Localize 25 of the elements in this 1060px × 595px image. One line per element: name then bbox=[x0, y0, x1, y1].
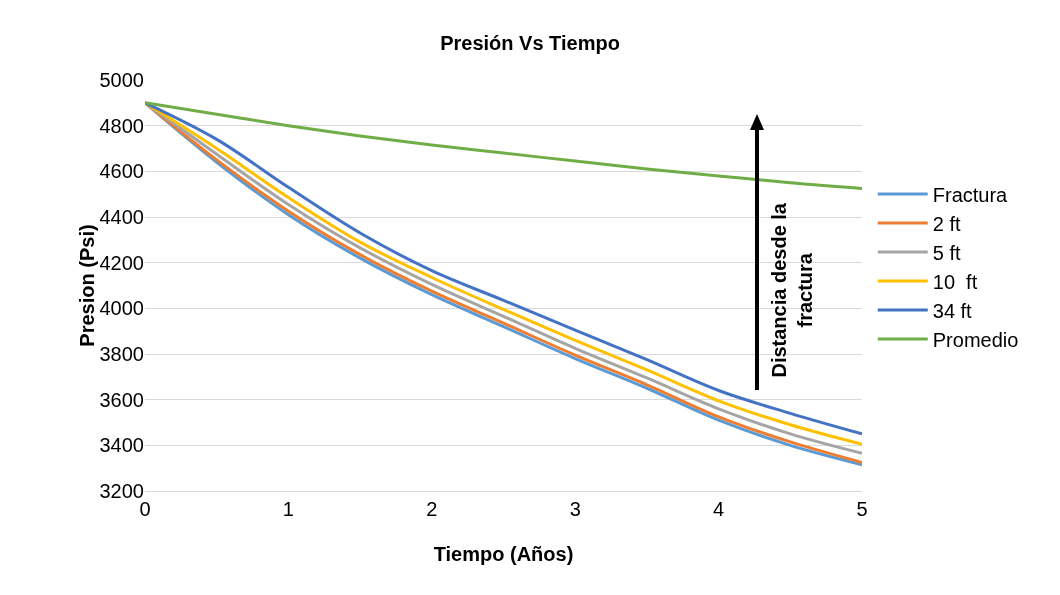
y-tick-label: 3800 bbox=[99, 343, 144, 365]
legend-label: Fractura bbox=[932, 183, 1009, 206]
y-tick-label: 3400 bbox=[99, 434, 144, 457]
x-tick-label: 2 bbox=[426, 498, 438, 520]
legend-label: 2 ft bbox=[932, 212, 961, 235]
annotation: Distancia desde la fractura bbox=[768, 202, 817, 378]
y-tick-label: 4600 bbox=[99, 160, 144, 183]
x-axis-title: Tiempo (Años) bbox=[433, 543, 574, 565]
y-tick-label: 4000 bbox=[99, 297, 144, 320]
y-tick-label: 4200 bbox=[99, 251, 144, 274]
y-tick-label: 4400 bbox=[99, 206, 144, 228]
legend-label: 10 ft bbox=[932, 270, 978, 293]
y-tick-label: 5000 bbox=[99, 69, 144, 91]
legend-label: 5 ft bbox=[932, 241, 961, 264]
legend-label: 34 ft bbox=[932, 299, 973, 322]
x-tick-label: 4 bbox=[713, 498, 725, 520]
x-tick-label: 1 bbox=[282, 498, 294, 520]
x-tick-label: 5 bbox=[856, 498, 868, 520]
chart-title: Presión Vs Tiempo bbox=[440, 31, 620, 54]
y-tick-label: 3600 bbox=[99, 388, 144, 411]
legend-label: Promedio bbox=[932, 328, 1019, 351]
y-axis-title: Presion (Psi) bbox=[75, 224, 98, 347]
y-tick-label: 4800 bbox=[99, 114, 144, 137]
line-series bbox=[145, 101, 862, 190]
x-tick-label: 3 bbox=[569, 498, 581, 520]
